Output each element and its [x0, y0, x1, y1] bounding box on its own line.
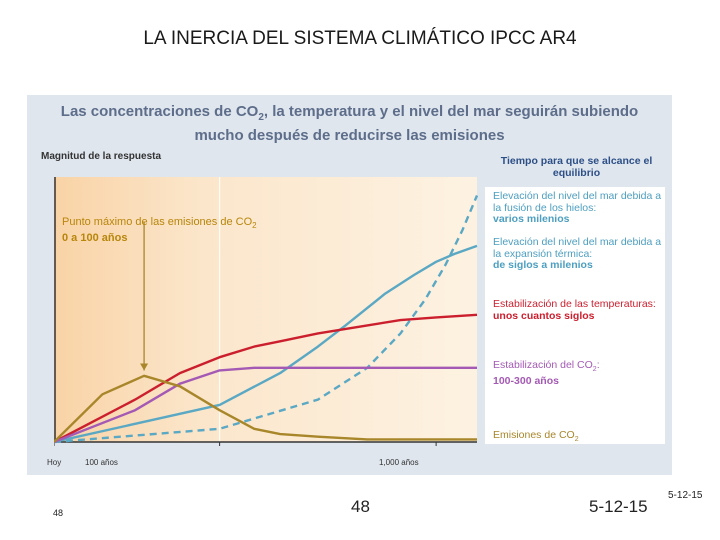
legend-sea-expansion: Elevación del nivel del mar debida a la …	[493, 236, 662, 271]
peak-emissions-annotation: Punto máximo de las emisiones de CO2 0 a…	[62, 216, 257, 245]
x-tick-100: 100 años	[85, 458, 118, 467]
y-axis-label: Magnitud de la respuesta	[41, 151, 162, 162]
legend-temperature: Estabilización de las temperaturas: unos…	[493, 298, 656, 322]
peak-arrow-head	[140, 363, 149, 371]
slide-number-small: 48	[53, 508, 64, 518]
footer-date: 5-12-15	[589, 497, 648, 516]
slide-number: 48	[351, 497, 370, 516]
chart-figure: Las concentraciones de CO2, la temperatu…	[27, 95, 672, 475]
plot-background	[54, 177, 477, 442]
series-line-co2	[54, 366, 477, 444]
chart-title: Las concentraciones de CO2, la temperatu…	[60, 103, 639, 144]
series-line-emissions	[54, 374, 477, 443]
series-line-sea_expansion	[54, 244, 478, 444]
legend-emissions: Emisiones de CO2	[493, 429, 579, 444]
series-line-sea_ice	[54, 195, 479, 444]
legend-sea-ice: Elevación del nivel del mar debida a la …	[493, 190, 662, 225]
legend-panel	[485, 187, 665, 444]
slide-title: LA INERCIA DEL SISTEMA CLIMÁTICO IPCC AR…	[143, 28, 577, 49]
legend-co2: Estabilización del CO2: 100-300 años	[493, 359, 600, 387]
plot-area	[54, 177, 479, 446]
x-tick-hoy: Hoy	[47, 458, 62, 467]
footer-date-small: 5-12-15	[668, 490, 703, 501]
legend-title: Tiempo para que se alcance el equilibrio	[500, 155, 653, 179]
x-tick-1000: 1,000 años	[379, 458, 419, 467]
